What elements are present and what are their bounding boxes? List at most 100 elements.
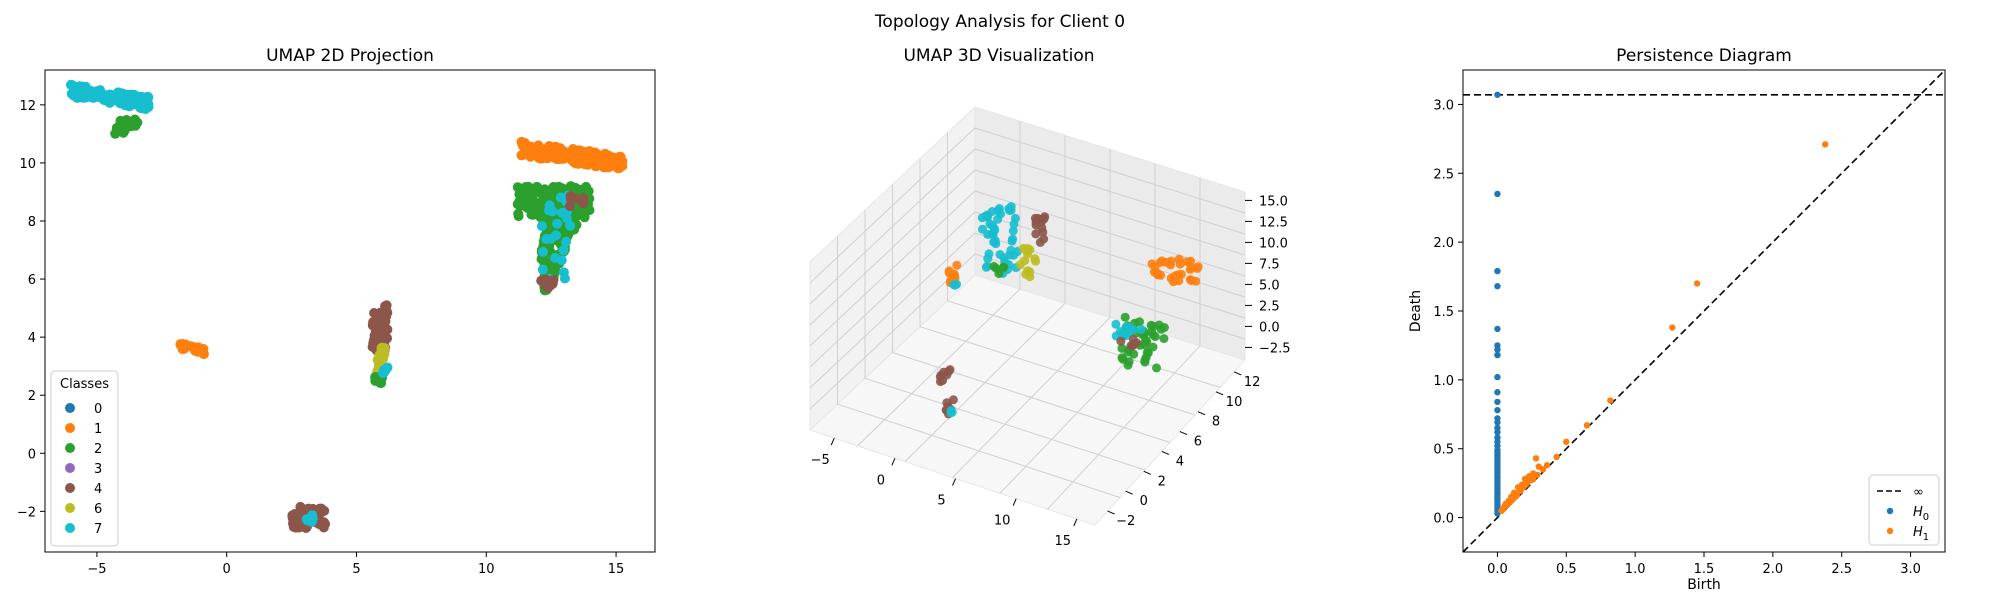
point-class-7 [378,367,389,378]
legend-marker-6 [65,503,75,513]
x3d-tick-label: 5 [937,494,945,509]
point-class-7 [558,245,569,256]
point-class-1 [599,152,610,163]
point-class-1 [949,272,959,282]
y-tick-label: −2 [17,505,36,520]
y-tick-label: 2 [28,389,36,404]
point-class-7 [143,99,154,110]
point-class-2 [1156,324,1166,334]
cluster-class-2 [110,114,143,139]
point-class-4 [1132,338,1142,348]
point-class-1 [179,343,189,354]
h1-point [1516,488,1523,495]
legend-label-2: 2 [94,442,102,457]
cluster-class-2 [370,370,388,389]
z3d-tick-label: 7.5 [1259,257,1280,272]
h1-point [1498,507,1505,514]
h0-point [1494,428,1501,436]
h1-point [1503,501,1511,509]
grid-line [809,253,1246,410]
y-tick-label: 4 [28,331,36,346]
umap-3d-panel: UMAP 3D Visualization−5051015−2024681012… [809,46,1291,549]
point-class-1 [550,142,561,153]
y3d-tick [1215,391,1224,396]
y3d-tick [1179,431,1188,436]
point-class-6 [1030,254,1040,264]
point-class-7 [561,213,572,224]
point-class-7 [999,253,1009,263]
grid-line [947,300,1221,388]
point-class-7 [993,205,1003,215]
x-tick-label: 1.0 [1625,562,1646,577]
point-class-7 [1111,319,1121,329]
legend-label-6: 6 [94,502,102,517]
point-class-7 [550,252,561,263]
z3d-tick-label: −2.5 [1259,341,1291,356]
y3d-tick [1107,510,1115,515]
legend-title: Classes [60,377,109,392]
x3d-tick-label: −5 [811,453,830,468]
cluster-class-1 [516,136,628,174]
point-class-7 [985,219,995,229]
y3d-tick [1197,411,1206,416]
point-class-4 [1031,218,1041,227]
point-class-6 [378,353,389,364]
h0-point [1494,325,1501,333]
y3d-tick-label: 6 [1194,435,1202,450]
h1-point [1583,422,1591,429]
point-class-4 [567,193,578,204]
y-tick-label: 0.5 [1433,443,1454,458]
point-class-7 [307,510,318,521]
h0-point [1494,346,1501,353]
umap-2d-panel: UMAP 2D Projection−5 0 5 10 15−2024681012Cla… [17,46,656,577]
y3d-tick [1233,371,1242,376]
y3d-tick-label: 12 [1244,375,1261,390]
point-class-1 [534,145,545,156]
point-class-1 [1147,259,1157,269]
classes-legend: Classes 0 1 2 3 4 6 7 [50,370,119,547]
h0-point [1494,190,1501,198]
legend-infinity-label: ∞ [1913,485,1924,500]
point-class-4 [1116,336,1126,346]
y-tick-label: 0.0 [1433,512,1454,527]
point-class-1 [608,152,619,163]
point-class-7 [1136,325,1146,334]
point-class-2 [513,211,524,222]
x3d-tick-label: 0 [877,473,885,488]
point-class-2 [1120,312,1130,322]
point-class-2 [1117,343,1127,353]
y3d-tick [1125,490,1133,495]
h0-point [1494,419,1501,426]
legend-label-0: 0 [94,402,102,417]
legend-marker-0 [65,403,75,413]
point-class-1 [580,159,591,170]
z3d-tick-label: 10.0 [1259,236,1288,251]
h1-point [1512,493,1519,501]
y-tick-label: 2.5 [1433,167,1454,182]
h1-point [1530,475,1537,483]
h0-point [1494,283,1501,290]
x-tick-label: 2.0 [1763,562,1784,577]
point-class-7 [984,249,994,259]
point-class-7 [1004,204,1014,214]
h1-point [1543,462,1551,469]
y-tick-label: 6 [28,273,36,288]
z3d-tick-label: 0.0 [1259,320,1280,335]
persistence-diagram-panel: Persistence Diagram 0.0 0.5 1.0 1.5 2.0 2.5 3.0… [1408,46,1946,593]
y3d-tick-label: 8 [1212,415,1220,430]
x-tick-label: 5 [352,562,360,577]
x-axis-label: Birth [1687,577,1721,593]
h1-point [1563,438,1570,446]
point-class-7 [978,224,987,234]
x-tick-label: 10 [478,562,495,577]
point-class-2 [130,120,141,131]
point-class-2 [1148,342,1158,352]
cluster-class-1 [175,339,209,360]
point-class-7 [1008,226,1018,236]
h1-point [1532,455,1540,462]
umap-3d-title: UMAP 3D Visualization [903,46,1094,66]
point-class-1 [1186,275,1196,285]
x-tick-label: 15 [608,562,625,577]
point-class-1 [587,148,598,159]
y-tick-label: 10 [19,157,36,172]
